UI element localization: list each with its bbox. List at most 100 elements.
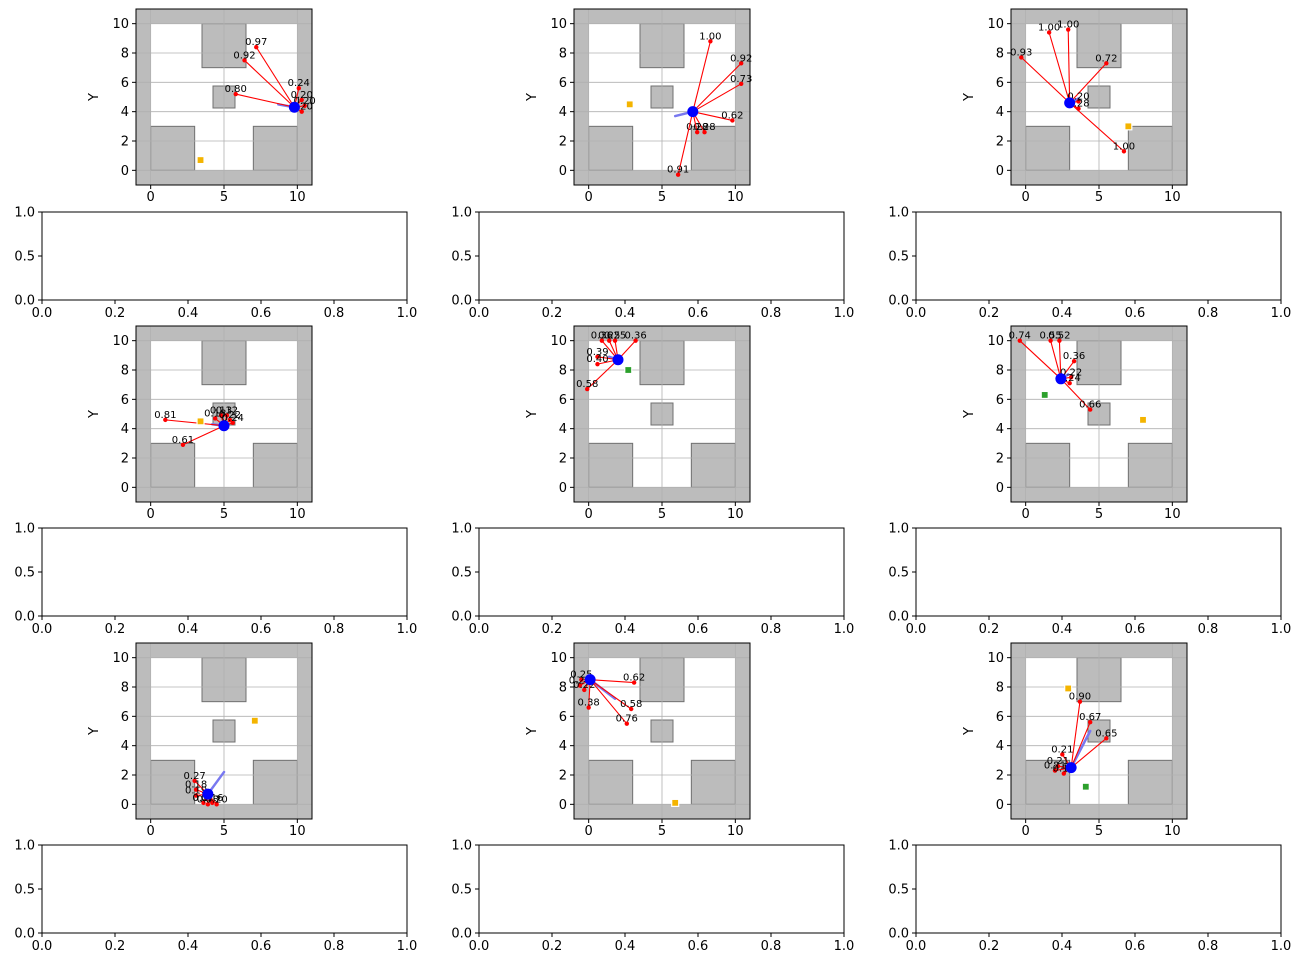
ray-hit-point [1060,752,1065,757]
y-tick-label: 10 [112,17,129,32]
ray-hit-point [1048,338,1053,343]
y-tick-label: 1.0 [14,839,35,854]
x-tick-label: 0.0 [906,622,927,637]
y-tick-label: 0.5 [14,250,35,265]
y-tick-label: 4 [121,739,129,754]
obstacle [735,657,750,805]
obstacle [1172,340,1187,488]
ray-distance-label: 0.80 [225,84,247,95]
ray-distance-label: 0.72 [1095,53,1117,64]
y-tick-label: 0 [559,798,567,813]
y-tick-label: 0 [996,164,1004,179]
y-tick-label: 6 [121,393,129,408]
robot-marker [202,788,214,800]
y-tick-label: 8 [996,681,1004,696]
x-tick-label: 0.6 [251,622,272,637]
y-tick-label: 0 [121,481,129,496]
ray-distance-label: 0.36 [1063,351,1085,362]
obstacle [1172,657,1187,805]
ray-distance-label: 0.25 [598,331,620,342]
lidar-ray [1070,721,1091,768]
obstacle [1127,759,1173,805]
y-tick-label: 0.5 [451,883,472,898]
lidar-ray [1060,378,1091,410]
x-tick-label: 0.8 [324,306,345,321]
ray-distance-label: 0.22 [1060,367,1082,378]
x-tick-label: 0.2 [979,306,1000,321]
x-tick-label: 0.4 [1052,306,1073,321]
obstacle [735,23,750,171]
lidar-ray [1058,340,1062,379]
obstacle [1011,657,1026,805]
ray-distance-label: 0.73 [730,74,752,85]
x-tick-label: 0.0 [906,306,927,321]
y-axis-label: Y [87,410,102,419]
ray-hit-point [193,787,199,792]
ray-hit-point [730,118,735,123]
ray-distance-label: 0.90 [1069,692,1091,703]
x-tick-label: 5 [658,190,666,205]
y-tick-label: 10 [987,651,1004,666]
y-tick-label: 0.5 [888,250,909,265]
ray-distance-label: 0.24 [222,413,244,424]
y-tick-label: 2 [996,769,1004,784]
y-tick-label: 0.5 [888,883,909,898]
ray-distance-label: 0.14 [1053,764,1075,775]
ray-hit-point [579,677,584,682]
obstacle [136,657,151,805]
obstacle [136,23,151,171]
obstacle [690,759,736,805]
x-tick-label: 0.8 [1198,306,1219,321]
x-tick-label: 10 [289,824,306,839]
ray-distance-label: 0.20 [291,102,313,113]
y-tick-label: 0.0 [451,610,472,625]
goal-marker [1124,122,1133,131]
lidar-ray [244,59,295,108]
ray-distance-label: 0.21 [192,793,214,804]
x-tick-label: 1.0 [1271,306,1292,321]
y-tick-label: 4 [121,105,129,120]
ray-distance-label: 0.93 [1010,47,1032,58]
x-tick-label: 0.4 [178,306,199,321]
ray-distance-label: 0.65 [1095,728,1117,739]
ray-hit-point [1057,338,1062,343]
x-tick-label: 5 [1095,824,1103,839]
x-tick-label: 10 [727,507,744,522]
lidar-ray [677,111,694,175]
x-tick-label: 1.0 [397,622,418,637]
ray-hit-point [1121,149,1127,154]
empty-subplot-5: 0.0 0.2 0.4 0.6 0.8 1.0 0.0 0.5 1.0 [451,522,854,638]
y-tick-label: 1.0 [888,522,909,537]
ray-hit-point [739,61,744,66]
x-tick-label: 0.0 [469,939,490,954]
ray-distance-label: 0.67 [1079,712,1101,723]
y-tick-label: 6 [121,76,129,91]
y-tick-label: 4 [996,739,1004,754]
empty-subplot-6: 0.0 0.2 0.4 0.6 0.8 1.0 0.0 0.5 1.0 [888,522,1291,638]
ray-distance-label: 0.18 [204,408,226,419]
x-tick-label: 0.6 [688,939,709,954]
goal-marker [1138,415,1148,424]
ray-distance-label: 0.39 [586,347,608,358]
obstacle [588,759,634,805]
y-tick-label: 0 [559,164,567,179]
x-tick-label: 0.4 [615,622,636,637]
y-tick-label: 0.0 [14,927,35,942]
y-tick-label: 0.0 [14,294,35,309]
x-tick-label: 0.4 [178,622,199,637]
y-tick-label: 2 [559,135,567,150]
y-tick-label: 8 [559,364,567,379]
y-tick-label: 0 [559,481,567,496]
x-tick-label: 1.0 [397,939,418,954]
lidar-ray [1050,340,1062,379]
goal-marker [196,417,205,426]
y-tick-label: 2 [559,452,567,467]
ray-distance-label: 0.26 [569,676,591,687]
ray-hit-point [612,338,618,343]
ray-distance-label: 0.25 [604,331,626,342]
ray-distance-label: 0.76 [616,714,638,725]
obstacle [574,340,589,488]
robot-marker [1064,97,1076,109]
y-tick-label: 8 [996,47,1004,62]
robot-marker [1055,373,1067,385]
